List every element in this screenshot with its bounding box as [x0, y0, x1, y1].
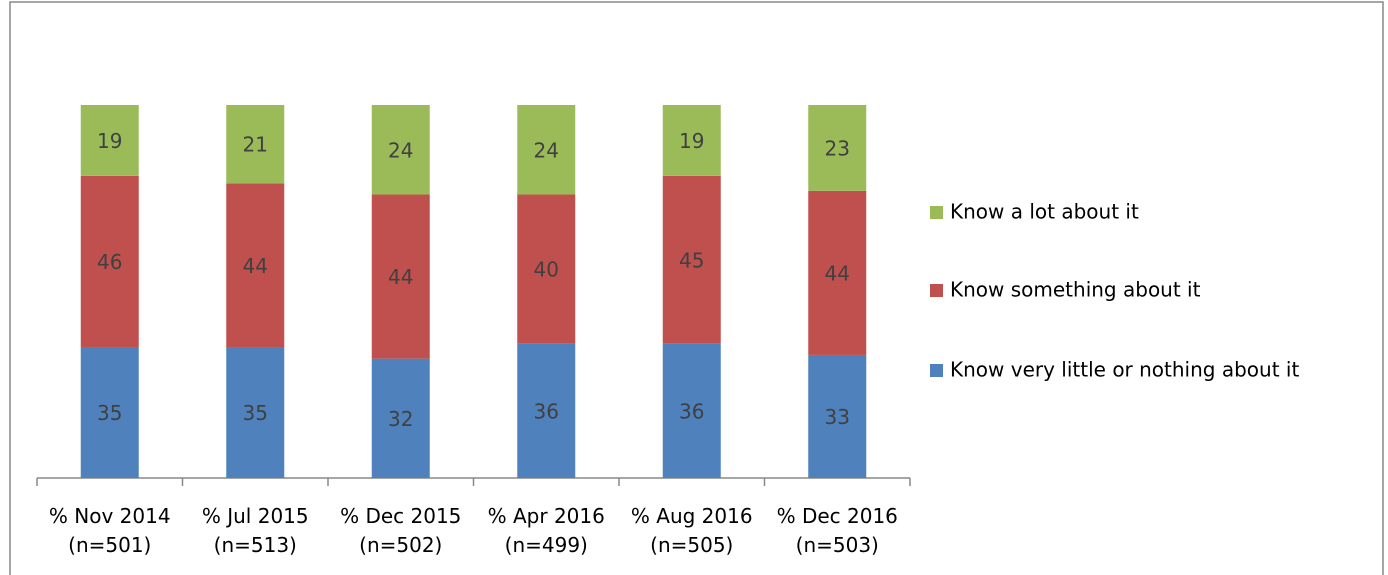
data-label: 24: [534, 138, 559, 162]
bar-segment: [517, 343, 576, 478]
bar-segment: [226, 347, 285, 478]
data-label: 19: [679, 129, 704, 153]
x-tick-label-line: % Aug 2016: [631, 504, 753, 528]
data-label: 44: [243, 254, 268, 278]
bar-segment: [808, 190, 867, 355]
x-tick-label-line: (n=502): [359, 533, 442, 557]
bar-segment: [80, 347, 139, 478]
x-tick-label: % Jul 2015 (n=513): [202, 504, 309, 557]
data-label: 35: [243, 401, 268, 425]
x-tick-label-line: (n=501): [68, 533, 151, 557]
x-tick-label-line: % Dec 2015: [340, 504, 461, 528]
data-label: 32: [388, 407, 413, 431]
data-label: 21: [243, 133, 268, 157]
x-tick-label-line: (n=513): [214, 533, 297, 557]
data-label: 36: [534, 399, 559, 423]
data-label: 19: [97, 129, 122, 153]
bar-segment: [371, 105, 430, 195]
data-label: 44: [388, 265, 413, 289]
bar-segment: [80, 105, 139, 176]
x-tick-label: % Dec 2016 (n=503): [777, 504, 898, 557]
x-tick-label-line: % Nov 2014: [49, 504, 171, 528]
data-label: 24: [388, 138, 413, 162]
x-tick-label-line: (n=499): [505, 533, 588, 557]
data-label: 40: [534, 258, 559, 282]
bar-segment: [371, 358, 430, 478]
bar-segment: [662, 343, 721, 478]
x-tick-label-line: (n=505): [650, 533, 733, 557]
legend-label: Know very little or nothing about it: [950, 358, 1299, 382]
data-label: 35: [97, 401, 122, 425]
bar-segment: [80, 175, 139, 348]
x-tick-label-line: % Dec 2016: [777, 504, 898, 528]
legend-swatch: [930, 364, 943, 377]
bar-segment: [226, 183, 285, 348]
x-tick-label: % Dec 2015 (n=502): [340, 504, 461, 557]
data-label: 33: [825, 405, 850, 429]
bar-segment: [371, 194, 430, 359]
x-tick-label-line: % Apr 2016: [488, 504, 605, 528]
x-tick-label: % Nov 2014 (n=501): [49, 504, 171, 557]
bar-segment: [808, 105, 867, 191]
x-tick-label-line: % Jul 2015: [202, 504, 309, 528]
data-label: 44: [825, 261, 850, 285]
bar-segment: [517, 105, 576, 195]
legend-swatch: [930, 284, 943, 297]
legend-swatch: [930, 206, 943, 219]
x-tick-label: % Apr 2016 (n=499): [488, 504, 605, 557]
data-label: 45: [679, 248, 704, 272]
legend-label: Know something about it: [950, 278, 1201, 302]
bar-segment: [662, 175, 721, 344]
data-label: 23: [825, 136, 850, 160]
bar-segment: [662, 105, 721, 176]
x-tick-label: % Aug 2016 (n=505): [631, 504, 753, 557]
bar-segment: [808, 354, 867, 478]
x-tick-label-line: (n=503): [796, 533, 879, 557]
bar-segment: [517, 194, 576, 344]
data-label: 36: [679, 399, 704, 423]
legend-label: Know a lot about it: [950, 200, 1139, 224]
data-label: 46: [97, 250, 122, 274]
bar-segment: [226, 105, 285, 184]
